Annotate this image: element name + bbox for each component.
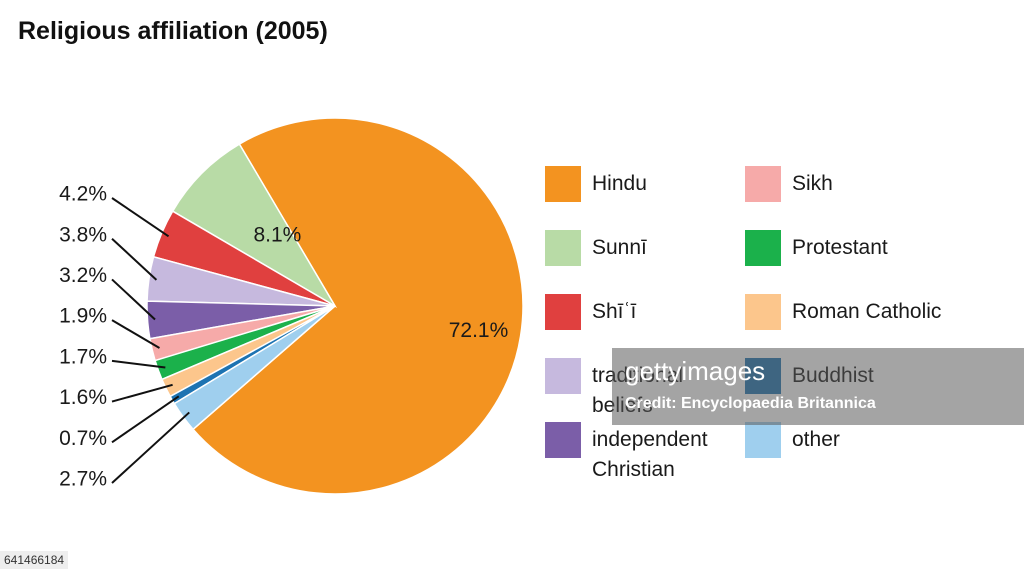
watermark-band	[612, 348, 1024, 425]
slice-label: 0.7%	[59, 427, 107, 450]
leader-line	[111, 237, 158, 281]
slice-label: 72.1%	[449, 319, 509, 342]
slice-label: 2.7%	[59, 468, 107, 491]
legend-swatch	[545, 230, 581, 266]
legend-label: Shīʿī	[592, 300, 637, 323]
legend-item: Hindu	[545, 166, 732, 202]
slice-label: 8.1%	[253, 223, 301, 246]
legend-swatch	[545, 422, 581, 458]
leader-line	[111, 278, 156, 321]
slice-label: 1.9%	[59, 305, 107, 328]
slice-label: 1.6%	[59, 386, 107, 409]
watermark-credit: Credit: Encyclopaedia Britannica	[625, 395, 876, 412]
chart-title: Religious affiliation (2005)	[18, 17, 328, 45]
slice-label: 3.2%	[59, 264, 107, 287]
legend-swatch	[745, 294, 781, 330]
legend-label: Hindu	[592, 172, 647, 195]
leader-line	[111, 319, 160, 349]
legend-label: independent Christian	[592, 428, 708, 481]
legend-swatch	[545, 166, 581, 202]
legend-item: other	[745, 422, 1012, 458]
legend-label: Protestant	[792, 236, 888, 259]
legend-label: Sunnī	[592, 236, 647, 259]
slice-label: 4.2%	[59, 183, 107, 206]
leader-line	[111, 395, 180, 444]
legend-item: Shīʿī	[545, 294, 732, 330]
legend-label: other	[792, 428, 840, 451]
legend-item: independent Christian	[545, 422, 732, 485]
legend-swatch	[545, 358, 581, 394]
watermark-brand: gettyimages	[625, 356, 766, 386]
legend-swatch	[745, 422, 781, 458]
legend-swatch	[745, 230, 781, 266]
pie-slice	[171, 143, 338, 309]
leader-line	[111, 197, 170, 238]
legend-swatch	[545, 294, 581, 330]
leader-line	[111, 359, 166, 369]
legend-item: Sikh	[745, 166, 1012, 202]
slice-label: 3.8%	[59, 223, 107, 246]
pie-slice	[192, 117, 524, 495]
legend-item: Sunnī	[545, 230, 732, 266]
leader-line	[111, 383, 173, 403]
legend-swatch	[745, 166, 781, 202]
legend-label: Sikh	[792, 172, 833, 195]
image-id: 641466184	[0, 551, 69, 569]
legend-item: Protestant	[745, 230, 1012, 266]
slice-label: 1.7%	[59, 345, 107, 368]
leader-line	[111, 411, 190, 484]
legend-label: Roman Catholic	[792, 300, 942, 323]
legend-item: Roman Catholic	[745, 294, 1012, 330]
